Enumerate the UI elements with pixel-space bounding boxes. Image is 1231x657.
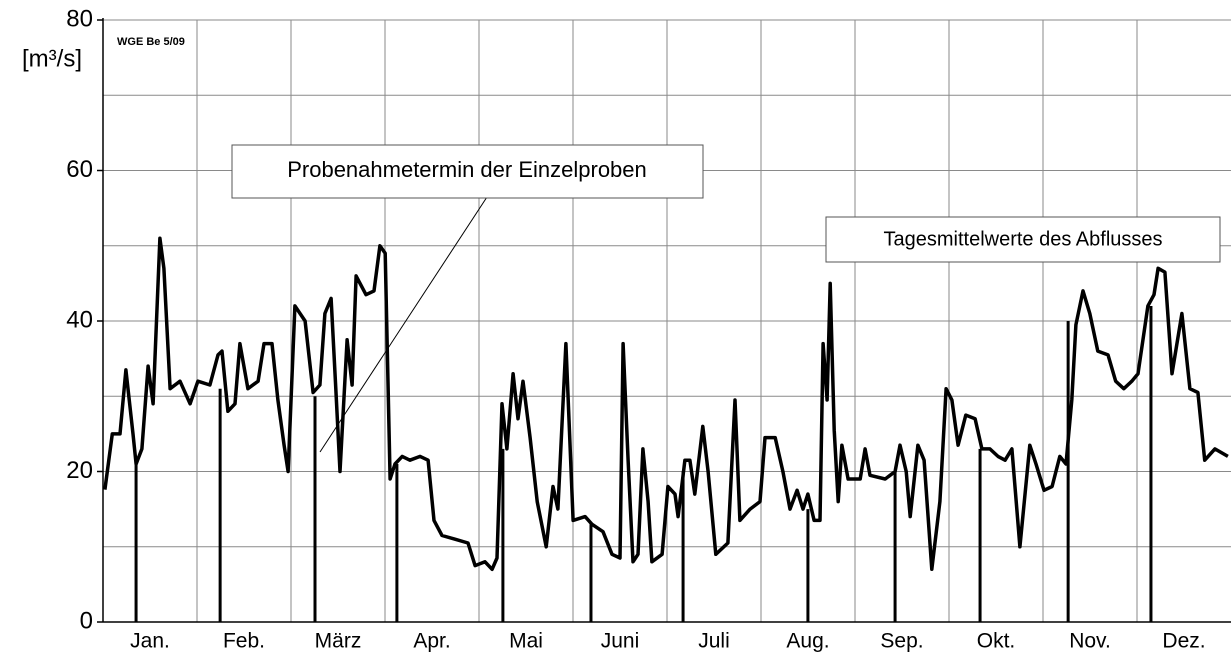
x-tick-label: Apr. <box>413 630 450 653</box>
x-tick-label: Sep. <box>880 630 923 653</box>
x-tick-label: Juni <box>601 630 640 653</box>
x-tick-label: Dez. <box>1162 630 1205 653</box>
annotation: Tagesmittelwerte des Abflusses <box>883 228 1162 250</box>
y-tick-label: 80 <box>66 5 93 32</box>
x-tick-label: Aug. <box>786 630 829 653</box>
annotation-box <box>231 144 704 199</box>
y-tick-label: 0 <box>80 607 93 634</box>
stamp: WGE Be 5/09 <box>117 36 185 48</box>
annotation: Probenahmetermin der Einzelproben <box>287 157 647 182</box>
y-tick-label: 20 <box>66 457 93 484</box>
x-tick-label: Mai <box>509 630 543 653</box>
x-tick-label: März <box>315 630 362 653</box>
annotation-box <box>825 216 1221 263</box>
x-tick-label: Juli <box>698 630 730 653</box>
x-tick-label: Nov. <box>1069 630 1111 653</box>
x-tick-label: Jan. <box>130 630 170 653</box>
x-tick-label: Feb. <box>223 630 265 653</box>
discharge-line <box>103 236 1229 572</box>
plot-area: 0 20 40 60 80 Jan. Feb. März Apr. Mai Juni Juli Aug.… <box>66 5 1231 653</box>
y-tick-label: 60 <box>66 156 93 183</box>
leader-line <box>319 196 488 453</box>
x-tick-label: Okt. <box>977 630 1016 653</box>
y-axis-label: [m³/s] <box>22 45 82 72</box>
y-tick-label: 40 <box>66 306 93 333</box>
